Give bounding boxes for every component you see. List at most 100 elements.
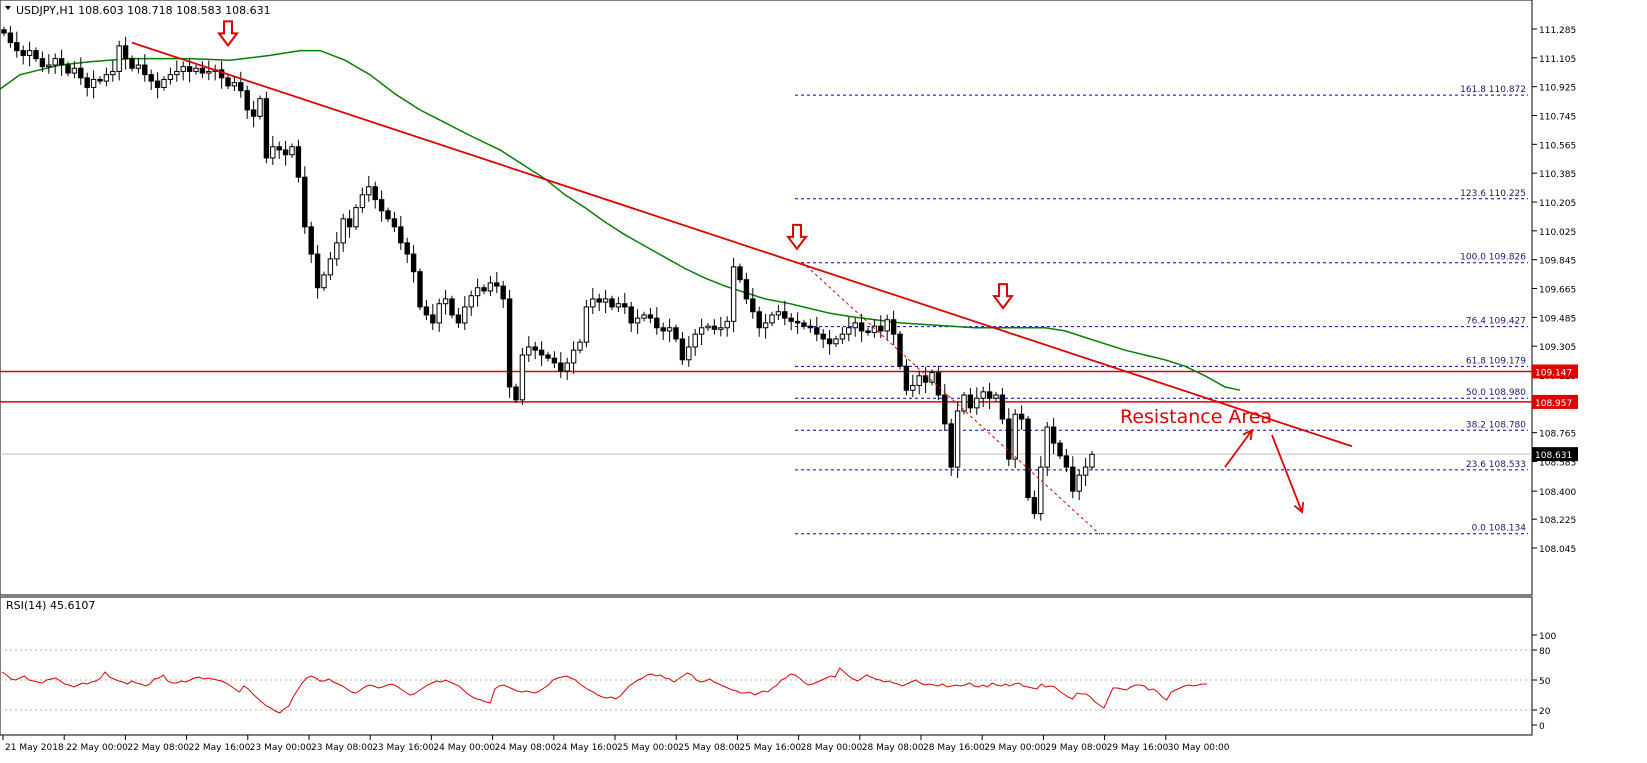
candle bbox=[314, 245, 321, 299]
bull-candle-body bbox=[769, 314, 775, 324]
main-price-axis: 111.285 111.105 110.925 110.745 110.565 110.3… bbox=[1532, 26, 1576, 555]
time-tick-label: 23 May 00:00 bbox=[250, 743, 312, 753]
bear-candle-body bbox=[609, 298, 615, 308]
candle bbox=[865, 327, 871, 336]
price-tick-label: 108.400 bbox=[1539, 488, 1576, 498]
candle bbox=[596, 293, 602, 312]
time-tick-label: 25 May 00:00 bbox=[617, 743, 679, 753]
candle bbox=[244, 85, 250, 119]
bear-candle-body bbox=[39, 58, 46, 68]
bull-candle-body bbox=[852, 322, 858, 329]
candle bbox=[385, 207, 391, 223]
bounce-arrow-icon bbox=[1224, 429, 1253, 468]
bear-candle-body bbox=[372, 186, 378, 201]
bull-candle-body bbox=[577, 341, 583, 351]
main-header-text: USDJPY,H1 108.603 108.718 108.583 108.63… bbox=[16, 4, 271, 17]
candle bbox=[1, 26, 7, 37]
candle bbox=[839, 327, 846, 345]
current-price-tag-label: 108.631 bbox=[1535, 451, 1572, 461]
bull-candle-body bbox=[71, 67, 78, 74]
resistance-price-tag-label: 108.957 bbox=[1535, 399, 1572, 409]
bull-candle-body bbox=[1076, 474, 1082, 492]
bear-candle-body bbox=[308, 226, 314, 255]
time-tick-label: 25 May 16:00 bbox=[739, 743, 801, 753]
candle bbox=[161, 76, 167, 91]
bull-candle-body bbox=[692, 333, 698, 348]
bear-candle-body bbox=[999, 394, 1006, 420]
candle bbox=[948, 418, 954, 477]
candle bbox=[922, 366, 929, 394]
bear-candle-body bbox=[263, 98, 270, 159]
bear-candle-body bbox=[506, 298, 513, 388]
candle bbox=[1031, 490, 1038, 519]
bear-candle-body bbox=[346, 218, 353, 228]
bull-candle-body bbox=[570, 349, 577, 364]
candle bbox=[615, 296, 622, 313]
candle bbox=[481, 284, 487, 295]
bull-candle-body bbox=[705, 325, 711, 329]
candle bbox=[634, 309, 641, 334]
bear-candle-body bbox=[679, 338, 686, 361]
candle bbox=[1070, 456, 1076, 499]
candle bbox=[65, 61, 71, 77]
bull-candle-body bbox=[289, 146, 295, 156]
fib-level-label: 61.8 109.179 bbox=[1466, 356, 1526, 366]
candle bbox=[609, 295, 615, 311]
drop-arrow-icon-head bbox=[1293, 501, 1305, 514]
time-tick-label: 22 May 00:00 bbox=[66, 743, 128, 753]
bear-candle-body bbox=[743, 279, 750, 300]
bull-candle-body bbox=[762, 322, 769, 329]
bull-candle-body bbox=[487, 282, 494, 292]
bull-candle-body bbox=[359, 194, 366, 209]
candle bbox=[103, 67, 110, 87]
candle bbox=[1038, 456, 1044, 521]
bull-candle-body bbox=[634, 317, 641, 324]
down-arrow-icon bbox=[217, 20, 239, 48]
bear-candle-body bbox=[660, 327, 666, 332]
candle bbox=[135, 57, 142, 74]
bear-candle-body bbox=[97, 78, 103, 82]
bull-candle-body bbox=[52, 58, 58, 66]
candle bbox=[366, 175, 372, 202]
bear-candle-body bbox=[250, 109, 257, 117]
candle bbox=[890, 310, 897, 346]
candle bbox=[705, 322, 711, 331]
bear-candle-body bbox=[788, 317, 794, 322]
bull-candle-body bbox=[270, 146, 276, 159]
header-dropdown-icon[interactable] bbox=[5, 6, 11, 10]
candle bbox=[142, 54, 148, 82]
candle bbox=[436, 298, 442, 332]
candle bbox=[321, 271, 327, 291]
fib-level-label: 23.6 108.533 bbox=[1466, 460, 1526, 470]
bull-candle-body bbox=[718, 327, 724, 330]
rsi-value-axis: 100 80 50 20 0 bbox=[0, 632, 1556, 732]
candle bbox=[327, 251, 334, 281]
candle bbox=[148, 69, 154, 91]
resistance-price-tag-label: 109.147 bbox=[1535, 368, 1572, 378]
time-tick-label: 25 May 08:00 bbox=[678, 743, 740, 753]
candle bbox=[391, 211, 398, 232]
bull-candle-body bbox=[462, 306, 468, 324]
candle bbox=[833, 335, 839, 347]
time-tick-label: 30 May 00:00 bbox=[1168, 743, 1230, 753]
bear-candle-body bbox=[65, 64, 71, 74]
candle bbox=[974, 387, 980, 415]
candle bbox=[1089, 451, 1095, 471]
candle bbox=[500, 280, 506, 308]
candle bbox=[334, 231, 340, 266]
candle bbox=[954, 402, 961, 478]
bear-candle-body bbox=[513, 386, 519, 401]
candle bbox=[986, 382, 993, 410]
candle bbox=[442, 289, 449, 315]
down-arrow-icon bbox=[992, 283, 1014, 310]
candle bbox=[193, 65, 199, 75]
candle bbox=[154, 72, 161, 99]
bull-candle-body bbox=[334, 242, 340, 260]
bull-candle-body bbox=[436, 303, 442, 324]
bull-candle-body bbox=[327, 258, 334, 276]
bear-candle-body bbox=[302, 176, 308, 228]
bear-candle-body bbox=[455, 314, 462, 324]
candle bbox=[903, 359, 910, 396]
bull-candle-body bbox=[929, 372, 935, 383]
